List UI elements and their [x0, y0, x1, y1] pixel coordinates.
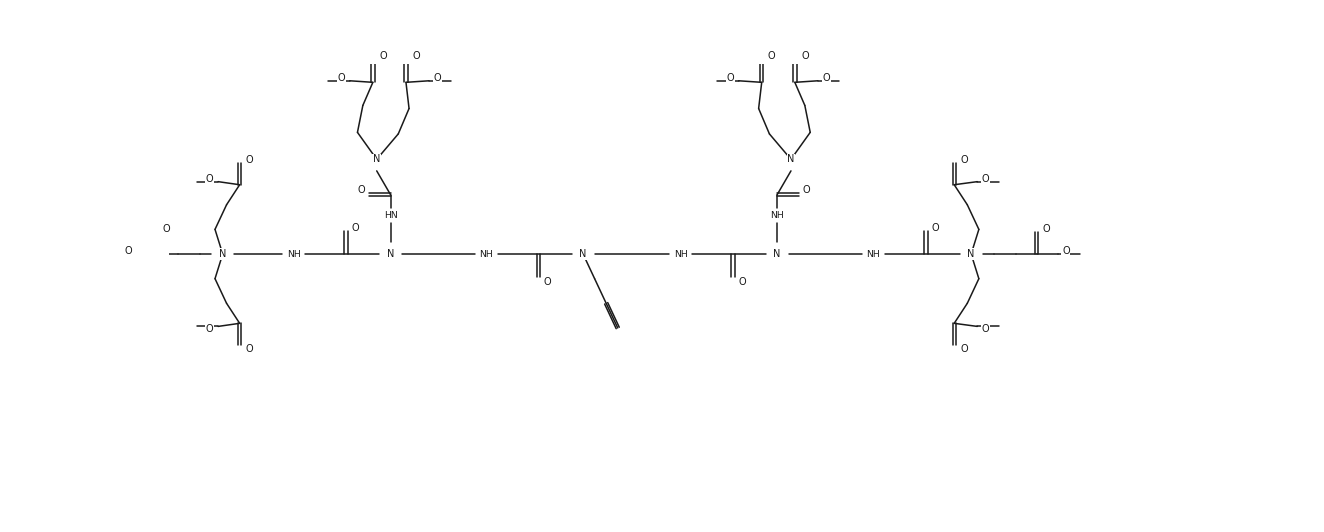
Text: O: O [982, 173, 989, 184]
Text: O: O [245, 344, 253, 354]
Text: O: O [960, 155, 968, 165]
Text: NH: NH [479, 250, 493, 259]
Text: O: O [960, 344, 968, 354]
Text: NH: NH [674, 250, 687, 259]
Text: O: O [739, 277, 745, 287]
Text: O: O [802, 185, 810, 195]
Text: O: O [1062, 246, 1070, 256]
Text: N: N [373, 154, 380, 164]
Text: NH: NH [866, 250, 880, 259]
Text: O: O [124, 246, 132, 256]
Text: N: N [218, 249, 226, 259]
Text: N: N [580, 249, 587, 259]
Text: O: O [338, 73, 346, 82]
Text: N: N [788, 154, 794, 164]
Text: NH: NH [771, 211, 784, 220]
Text: O: O [932, 223, 939, 233]
Text: N: N [773, 249, 781, 259]
Text: O: O [727, 73, 733, 82]
Text: O: O [357, 185, 365, 195]
Text: O: O [822, 73, 830, 82]
Text: O: O [379, 51, 387, 61]
Text: O: O [412, 51, 420, 61]
Text: O: O [205, 325, 213, 335]
Text: N: N [387, 249, 395, 259]
Text: O: O [1042, 225, 1050, 235]
Text: HN: HN [384, 211, 397, 220]
Text: O: O [245, 155, 253, 165]
Text: O: O [544, 277, 552, 287]
Text: O: O [351, 223, 359, 233]
Text: O: O [768, 51, 776, 61]
Text: O: O [434, 73, 441, 82]
Text: O: O [982, 325, 989, 335]
Text: NH: NH [287, 250, 301, 259]
Text: N: N [968, 249, 974, 259]
Text: O: O [163, 225, 171, 235]
Text: O: O [801, 51, 809, 61]
Text: O: O [205, 173, 213, 184]
